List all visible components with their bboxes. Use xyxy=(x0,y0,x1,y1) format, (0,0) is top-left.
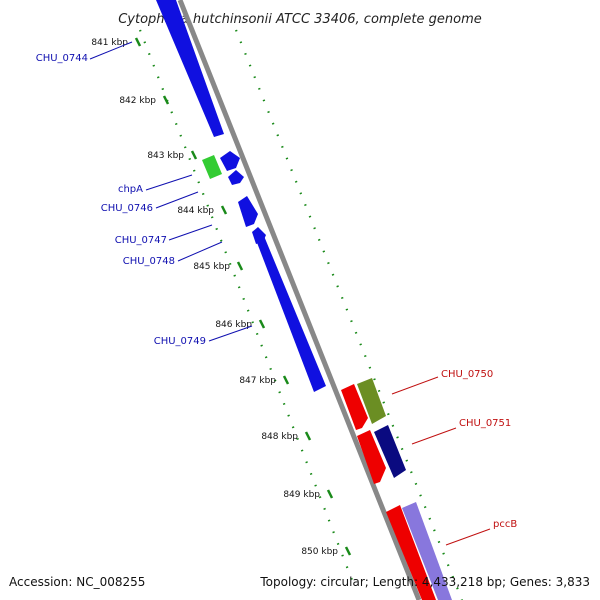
gene-feature[interactable] xyxy=(238,196,258,227)
gene-label[interactable]: chpA xyxy=(118,184,143,195)
kbp-tick xyxy=(134,37,142,47)
accession-text: Accession: NC_008255 xyxy=(9,575,145,589)
gene-feature[interactable] xyxy=(220,151,240,171)
label-leader-line xyxy=(208,325,253,342)
outer-dotted-track xyxy=(234,29,464,600)
gene-feature[interactable] xyxy=(402,502,452,600)
kbp-tick-label: 843 kbp xyxy=(147,151,184,161)
gene-feature[interactable] xyxy=(256,236,326,392)
label-leader-line xyxy=(89,41,133,60)
label-leader-line xyxy=(145,174,193,191)
kbp-tick-label: 842 kbp xyxy=(119,96,156,106)
kbp-tick xyxy=(236,261,244,271)
kbp-tick xyxy=(326,489,334,499)
kbp-ticks: 841 kbp 842 kbp 843 kbp 844 kbp 845 kbp 846 k… xyxy=(91,37,352,557)
gene-label[interactable]: CHU_0746 xyxy=(101,203,153,214)
kbp-tick xyxy=(190,150,198,160)
label-leader-line xyxy=(155,191,199,209)
gene-feature[interactable] xyxy=(156,0,224,137)
gene-feature[interactable] xyxy=(357,430,386,484)
gene-feature[interactable] xyxy=(357,378,386,424)
kbp-tick xyxy=(258,319,266,329)
gene-label[interactable]: CHU_0747 xyxy=(115,235,167,246)
kbp-tick-label: 850 kbp xyxy=(301,547,338,557)
kbp-tick xyxy=(304,431,312,441)
gene-label[interactable]: CHU_0748 xyxy=(123,256,175,267)
gene-feature[interactable] xyxy=(374,425,406,478)
label-leader-line xyxy=(445,528,491,546)
kbp-tick-label: 845 kbp xyxy=(193,262,230,272)
kbp-tick xyxy=(162,95,170,105)
map-title: Cytophaga hutchinsonii ATCC 33406, compl… xyxy=(118,12,482,27)
kbp-tick-label: 849 kbp xyxy=(283,490,320,500)
gene-label[interactable]: CHU_0750 xyxy=(441,369,493,380)
gene-label[interactable]: CHU_0749 xyxy=(154,336,206,347)
gene-label[interactable]: CHU_0751 xyxy=(459,418,511,429)
gene-feature[interactable] xyxy=(228,170,244,185)
backbone-line xyxy=(177,0,422,600)
kbp-tick-label: 846 kbp xyxy=(215,320,252,330)
gene-feature[interactable] xyxy=(202,155,222,179)
gene-feature[interactable] xyxy=(341,384,368,430)
kbp-tick-label: 848 kbp xyxy=(261,432,298,442)
label-leader-line xyxy=(411,427,457,445)
kbp-tick xyxy=(220,205,228,215)
label-leader-line xyxy=(391,376,439,395)
topology-text: Topology: circular; Length: 4,433,218 bp… xyxy=(259,575,590,589)
kbp-tick-label: 844 kbp xyxy=(177,206,214,216)
kbp-tick-label: 847 kbp xyxy=(239,376,276,386)
label-leader-line xyxy=(168,224,213,241)
gene-label[interactable]: pccB xyxy=(493,519,517,530)
gene-label[interactable]: CHU_0744 xyxy=(36,53,88,64)
kbp-tick-label: 841 kbp xyxy=(91,38,128,48)
kbp-tick xyxy=(344,546,352,556)
kbp-tick xyxy=(282,375,290,385)
label-leader-line xyxy=(177,241,223,262)
gene-labels: CHU_0744 chpA CHU_0746 CHU_0747 CHU_0748 CHU_… xyxy=(36,41,517,546)
inner-dotted-track xyxy=(138,29,354,581)
gene-features xyxy=(156,0,452,600)
gene-feature[interactable] xyxy=(386,505,436,600)
